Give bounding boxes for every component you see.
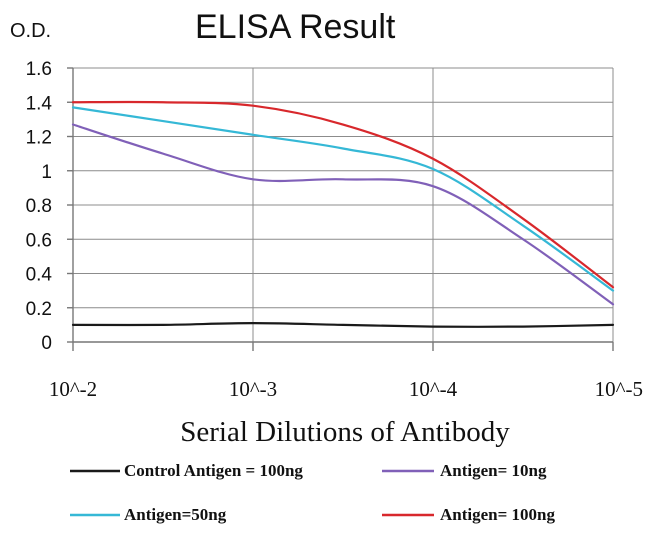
- legend-label-4: Antigen= 100ng: [440, 505, 556, 524]
- series-line-2: [71, 123, 615, 306]
- legend-label-1: Control Antigen = 100ng: [124, 461, 303, 480]
- chart-title: ELISA Result: [195, 8, 396, 46]
- y-tick-label: 1.6: [26, 59, 52, 80]
- axis-layer: [67, 67, 614, 351]
- series-line-3: [71, 106, 615, 292]
- y-tick-labels: 0 0.2 0.4 0.6 0.8 1 1.2 1.4 1.6: [26, 59, 53, 354]
- y-tick-label: 1.2: [26, 128, 52, 149]
- series-line-1: [71, 322, 615, 328]
- y-tick-label: 0.8: [26, 196, 52, 217]
- y-tick-label: 0: [41, 333, 52, 354]
- x-tick-label: 10^-2: [49, 377, 97, 401]
- y-tick-label: 0.2: [26, 299, 52, 320]
- y-tick-label: 1.4: [26, 93, 53, 114]
- x-tick-label: 10^-3: [229, 377, 277, 401]
- x-tick-label: 10^-5: [595, 377, 643, 401]
- x-axis-label: Serial Dilutions of Antibody: [180, 416, 510, 448]
- x-tick-labels: 10^-2 10^-3 10^-4 10^-5: [49, 377, 643, 401]
- series-line-4: [71, 100, 615, 289]
- y-tick-label: 1: [41, 162, 52, 183]
- series-layer: [71, 100, 615, 328]
- legend: Control Antigen = 100ng Antigen= 10ng Anti…: [70, 461, 556, 524]
- y-tick-label: 0.4: [26, 265, 53, 286]
- y-tick-label: 0.6: [26, 230, 52, 251]
- y-axis-label: O.D.: [10, 20, 51, 42]
- legend-label-2: Antigen= 10ng: [440, 461, 547, 480]
- legend-label-3: Antigen=50ng: [124, 505, 227, 524]
- grid-layer: [73, 67, 614, 342]
- x-tick-label: 10^-4: [409, 377, 458, 401]
